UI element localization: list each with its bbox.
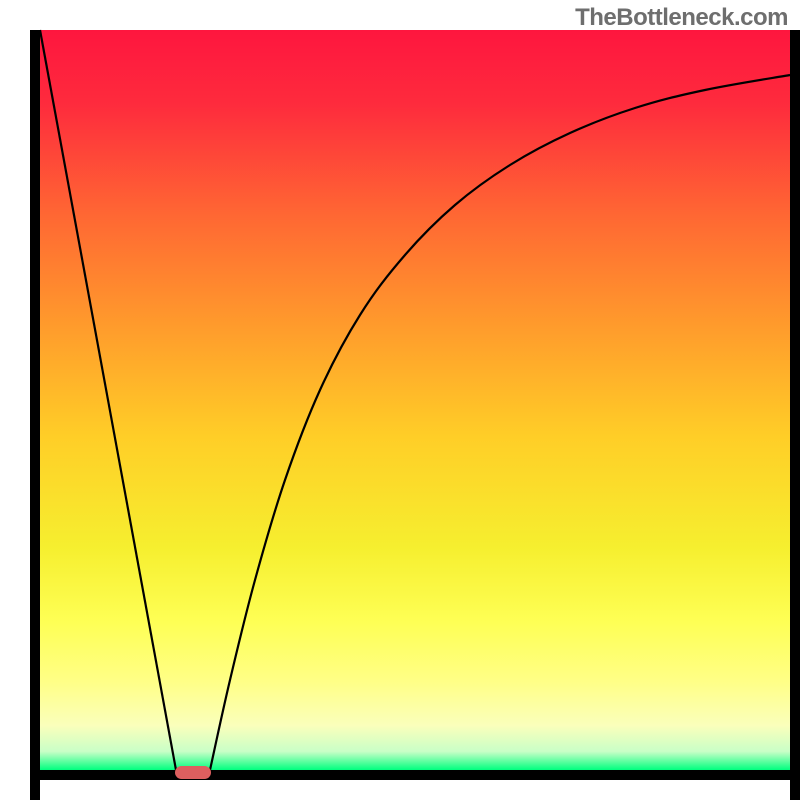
plot-background <box>40 30 790 770</box>
watermark-text: TheBottleneck.com <box>575 4 788 32</box>
bottleneck-chart <box>0 0 800 800</box>
chart-container: { "watermark": { "text": "TheBottleneck.… <box>0 0 800 800</box>
valley-marker <box>175 766 211 779</box>
border-right <box>790 30 800 800</box>
border-bottom <box>30 770 800 780</box>
border-left <box>30 30 40 800</box>
